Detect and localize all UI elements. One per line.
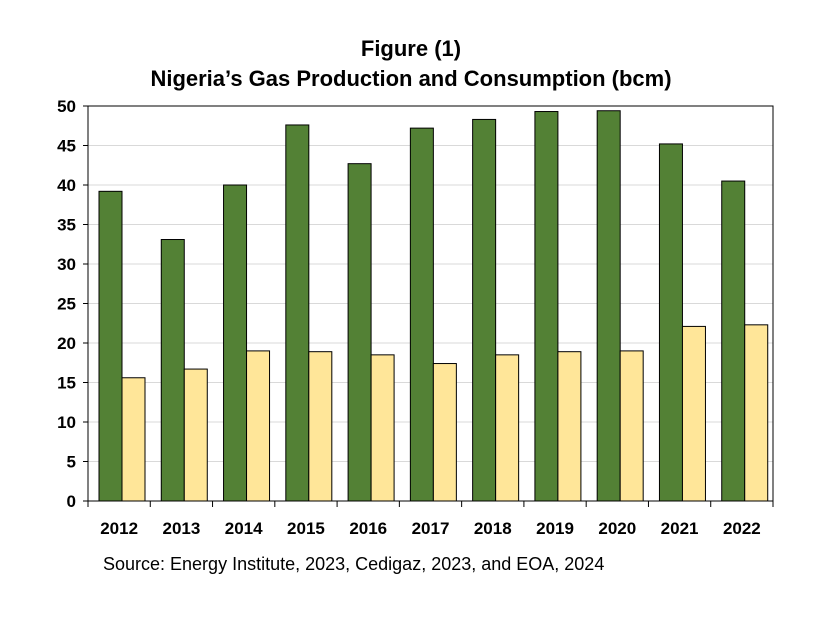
y-tick-label: 20 xyxy=(57,334,76,353)
consumption-bar xyxy=(121,377,146,502)
x-tick-label: 2021 xyxy=(661,519,699,538)
y-tick-label: 15 xyxy=(57,374,76,393)
consumption-bar xyxy=(183,368,208,502)
production-bar xyxy=(409,127,434,502)
production-bar xyxy=(596,110,621,502)
consumption-bar xyxy=(681,325,706,502)
x-tick-label: 2016 xyxy=(349,519,387,538)
x-tick-label: 2013 xyxy=(162,519,200,538)
y-tick-label: 30 xyxy=(57,255,76,274)
y-tick-label: 25 xyxy=(57,295,76,314)
x-tick-label: 2012 xyxy=(100,519,138,538)
plot-border xyxy=(87,105,774,502)
title-line-1: Figure (1) xyxy=(360,36,462,61)
consumption-bar xyxy=(557,351,582,502)
production-bar xyxy=(285,124,310,502)
x-tick-label: 2018 xyxy=(474,519,512,538)
x-tick-label: 2022 xyxy=(723,519,761,538)
consumption-bar xyxy=(619,350,644,502)
production-bar xyxy=(98,190,123,502)
source-note: Source: Energy Institute, 2023, Cedigaz,… xyxy=(103,554,605,574)
x-tick-label: 2015 xyxy=(287,519,325,538)
y-tick-label: 35 xyxy=(57,216,76,235)
production-bar xyxy=(160,239,185,502)
chart-title: Figure (1) Nigeria’s Gas Production and … xyxy=(0,34,822,94)
consumption-bar xyxy=(744,324,769,502)
x-tick-label: 2020 xyxy=(598,519,636,538)
y-tick-label: 50 xyxy=(57,97,76,116)
production-bar xyxy=(658,143,683,502)
production-bar xyxy=(721,180,746,502)
y-tick-label: 45 xyxy=(57,137,76,156)
y-tick-label: 40 xyxy=(57,176,76,195)
production-bar xyxy=(223,184,248,502)
consumption-bar xyxy=(432,363,457,502)
x-tick-label: 2019 xyxy=(536,519,574,538)
consumption-bar xyxy=(246,350,271,502)
x-tick-label: 2014 xyxy=(225,519,263,538)
x-tick-label: 2017 xyxy=(412,519,450,538)
consumption-bar xyxy=(495,354,520,502)
consumption-bar xyxy=(370,354,395,502)
y-tick-label: 10 xyxy=(57,413,76,432)
production-bar xyxy=(347,163,372,502)
production-bar xyxy=(472,118,497,502)
title-line-2: Nigeria’s Gas Production and Consumption… xyxy=(150,66,672,91)
consumption-bar xyxy=(308,351,333,502)
y-tick-label: 0 xyxy=(67,492,76,511)
y-tick-label: 5 xyxy=(67,453,76,472)
production-bar xyxy=(534,111,559,502)
